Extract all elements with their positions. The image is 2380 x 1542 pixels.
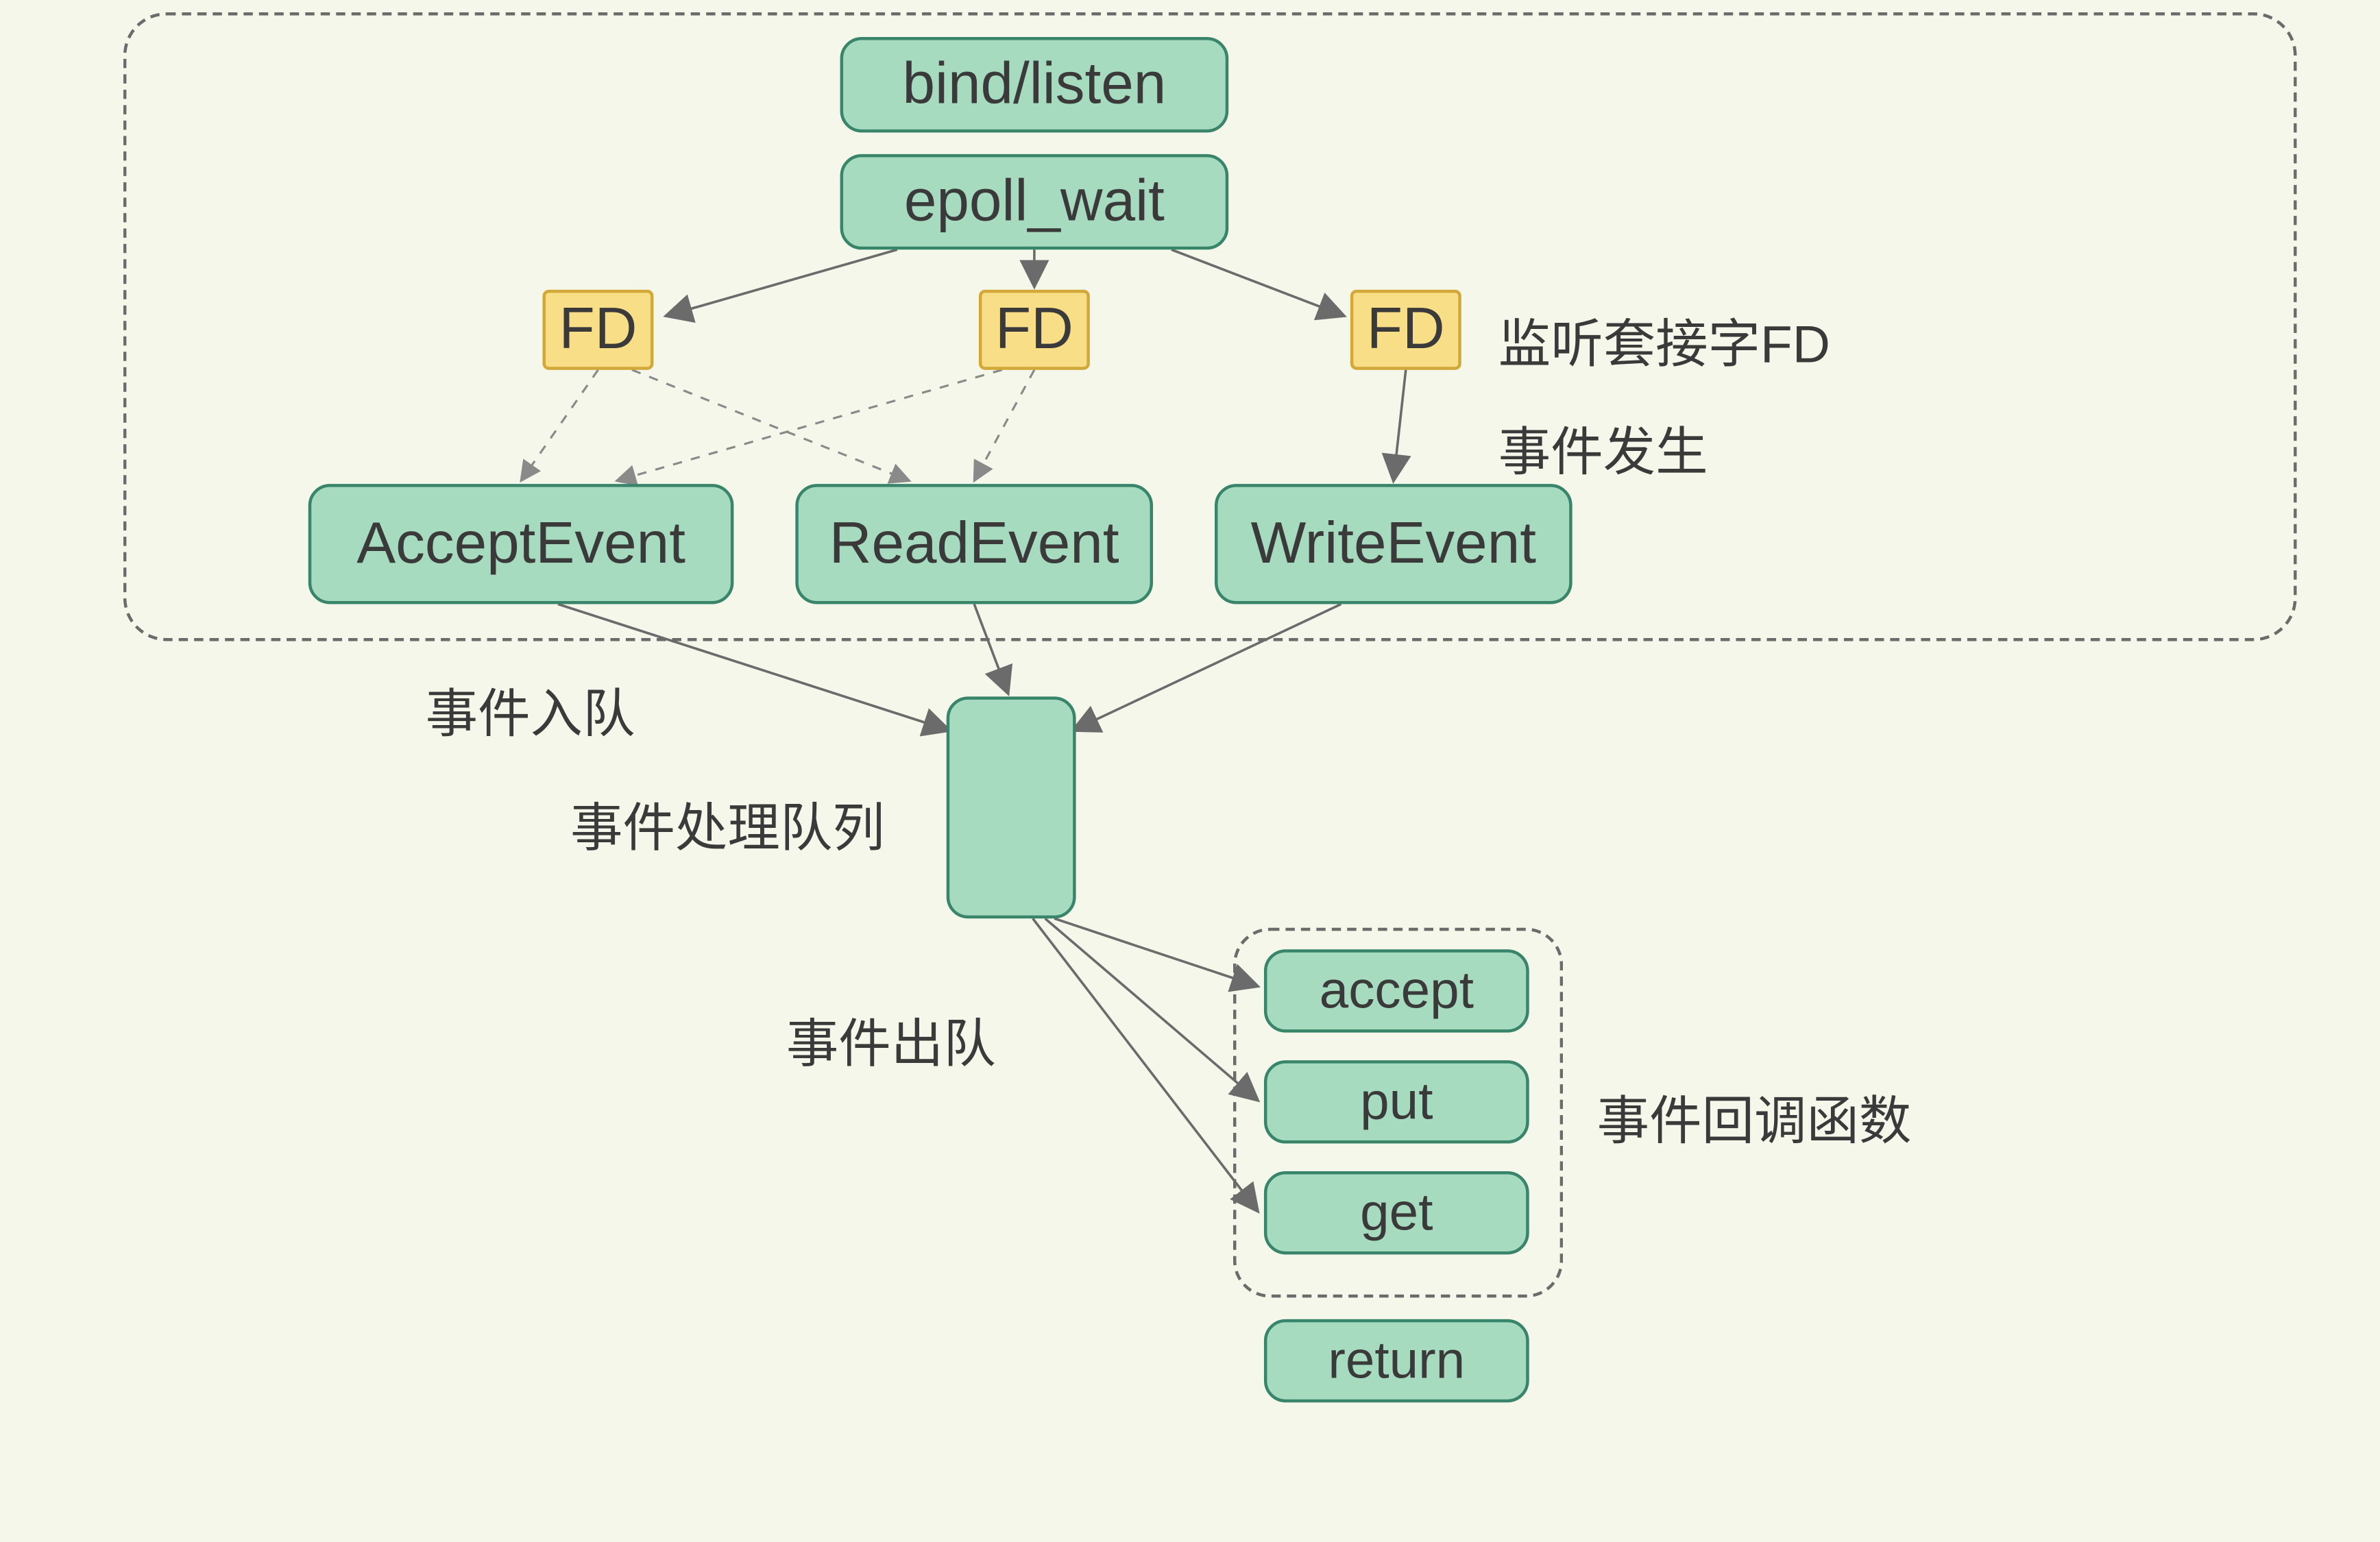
- node-fd2: FD: [979, 290, 1090, 370]
- label-dequeue: 事件出队: [786, 1002, 996, 1077]
- node-readev: ReadEvent: [795, 484, 1153, 604]
- node-accev-label: AcceptEvent: [356, 511, 685, 577]
- node-fd1: FD: [543, 290, 654, 370]
- node-cb_accept-label: accept: [1320, 961, 1474, 1021]
- node-readev-label: ReadEvent: [829, 511, 1119, 577]
- edge-q-put: [1045, 918, 1258, 1100]
- diagram-canvas: bind/listen epoll_wait FD FD FD AcceptEvent Re…: [0, 0, 2380, 1541]
- node-fd3-label: FD: [1367, 297, 1445, 363]
- label-queue_lbl: 事件处理队列: [570, 786, 885, 861]
- node-writeev: WriteEvent: [1215, 484, 1572, 604]
- node-fd1-label: FD: [559, 297, 638, 363]
- node-cb_accept: accept: [1264, 949, 1529, 1032]
- node-fd2-label: FD: [995, 297, 1073, 363]
- node-epoll: epoll_wait: [840, 154, 1229, 249]
- node-cb_get: get: [1264, 1171, 1529, 1254]
- label-evt_occur: 事件发生: [1498, 410, 1708, 485]
- node-fd3: FD: [1350, 290, 1461, 370]
- edge-q-get: [1033, 918, 1258, 1211]
- node-bind: bind/listen: [840, 37, 1229, 132]
- node-cb_put: put: [1264, 1060, 1529, 1143]
- node-cb_get-label: get: [1360, 1183, 1433, 1243]
- node-accev: AcceptEvent: [308, 484, 734, 604]
- edge-q-accept: [1054, 918, 1258, 986]
- node-return: return: [1264, 1319, 1529, 1402]
- node-bind-label: bind/listen: [902, 51, 1166, 118]
- label-fd_note: 监听套接字FD: [1498, 302, 1830, 378]
- node-queue: [947, 696, 1076, 918]
- node-return-label: return: [1328, 1331, 1465, 1391]
- label-callback: 事件回调函数: [1597, 1079, 1912, 1154]
- node-writeev-label: WriteEvent: [1251, 511, 1536, 577]
- label-enqueue: 事件入队: [426, 672, 635, 747]
- node-cb_put-label: put: [1360, 1072, 1433, 1132]
- node-epoll-label: epoll_wait: [904, 169, 1165, 235]
